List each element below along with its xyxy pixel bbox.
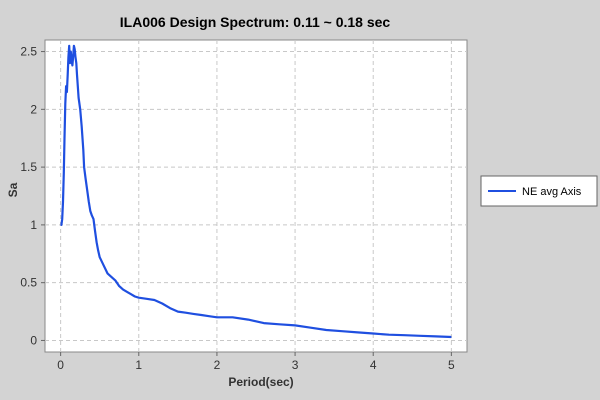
x-tick-label: 5 — [448, 358, 455, 372]
series-layer — [60, 44, 452, 339]
x-tick-label: 4 — [370, 358, 377, 372]
y-tick-label: 1 — [30, 218, 37, 232]
x-tick-label: 3 — [292, 358, 299, 372]
legend: NE avg Axis — [480, 175, 598, 207]
x-axis-label: Period(sec) — [228, 375, 293, 389]
plot-area — [44, 39, 468, 353]
x-tick-label: 2 — [214, 358, 221, 372]
x-tick-label: 0 — [57, 358, 64, 372]
y-tick-label: 1.5 — [20, 160, 37, 174]
chart-title: ILA006 Design Spectrum: 0.11 ~ 0.18 sec — [120, 14, 391, 30]
y-tick-label: 2 — [30, 102, 37, 116]
x-tick-label: 1 — [135, 358, 142, 372]
y-tick-label: 0 — [30, 333, 37, 347]
series-line-ne-avg-axis — [60, 44, 452, 339]
legend-label-ne-avg-axis: NE avg Axis — [522, 186, 582, 198]
y-axis-label: Sa — [6, 182, 20, 197]
axis-layer: 0 1 2 3 4 5 0 0.5 1 1.5 2 2.5 — [20, 45, 455, 372]
y-tick-label: 0.5 — [20, 276, 37, 290]
grid-layer — [45, 40, 467, 352]
y-tick-label: 2.5 — [20, 45, 37, 59]
